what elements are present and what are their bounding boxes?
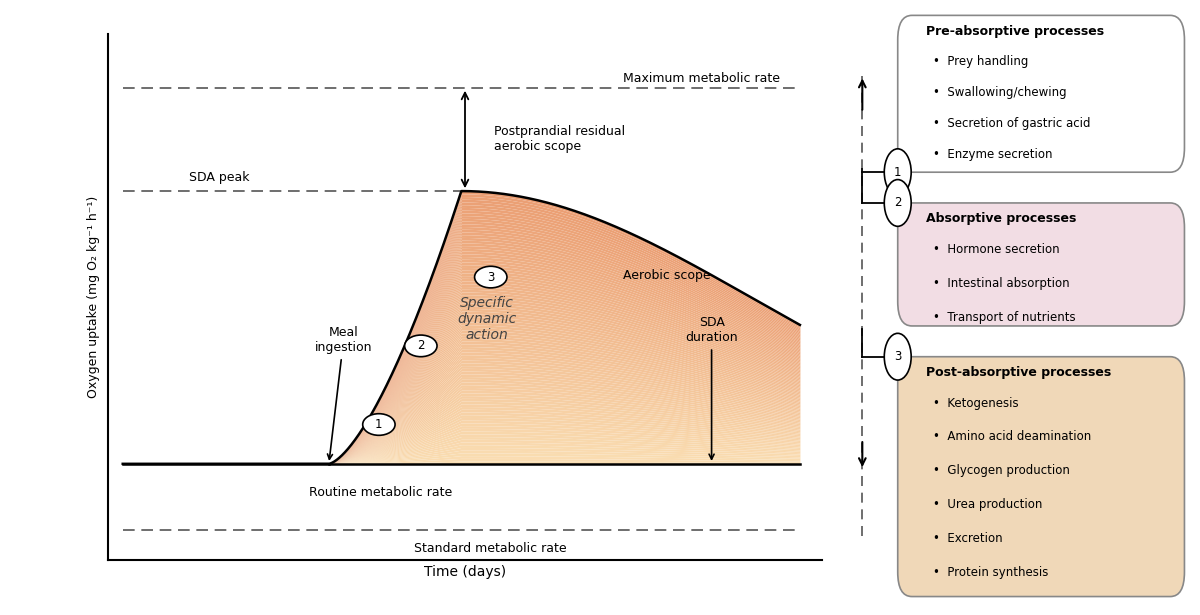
Text: 1: 1 — [894, 165, 901, 179]
Y-axis label: Oxygen uptake (mg O₂ kg⁻¹ h⁻¹): Oxygen uptake (mg O₂ kg⁻¹ h⁻¹) — [86, 196, 100, 398]
Text: •  Glycogen production: • Glycogen production — [934, 464, 1070, 477]
FancyBboxPatch shape — [898, 15, 1184, 172]
Text: Pre-absorptive processes: Pre-absorptive processes — [926, 25, 1104, 38]
Text: Meal
ingestion: Meal ingestion — [314, 326, 372, 459]
Text: Routine metabolic rate: Routine metabolic rate — [308, 486, 452, 499]
Circle shape — [474, 266, 506, 288]
Text: SDA peak: SDA peak — [188, 171, 250, 184]
Text: •  Intestinal absorption: • Intestinal absorption — [934, 277, 1069, 290]
Text: 2: 2 — [418, 339, 425, 352]
Text: •  Ketogenesis: • Ketogenesis — [934, 397, 1019, 410]
Text: •  Urea production: • Urea production — [934, 498, 1043, 511]
Text: •  Hormone secretion: • Hormone secretion — [934, 243, 1060, 256]
Circle shape — [884, 149, 911, 196]
Text: Standard metabolic rate: Standard metabolic rate — [414, 542, 568, 555]
Text: 1: 1 — [376, 418, 383, 431]
Text: •  Excretion: • Excretion — [934, 532, 1003, 545]
Circle shape — [404, 335, 437, 357]
FancyBboxPatch shape — [898, 357, 1184, 597]
X-axis label: Time (days): Time (days) — [424, 565, 506, 579]
Text: •  Transport of nutrients: • Transport of nutrients — [934, 311, 1075, 323]
Circle shape — [362, 414, 395, 435]
Text: 3: 3 — [894, 350, 901, 363]
FancyBboxPatch shape — [898, 203, 1184, 326]
Text: Postprandial residual
aerobic scope: Postprandial residual aerobic scope — [494, 125, 625, 154]
Text: Maximum metabolic rate: Maximum metabolic rate — [623, 73, 780, 85]
Text: •  Secretion of gastric acid: • Secretion of gastric acid — [934, 117, 1091, 130]
Circle shape — [884, 333, 911, 380]
Text: •  Swallowing/chewing: • Swallowing/chewing — [934, 86, 1067, 99]
Text: •  Prey handling: • Prey handling — [934, 55, 1028, 68]
Text: •  Enzyme secretion: • Enzyme secretion — [934, 148, 1052, 161]
Text: Absorptive processes: Absorptive processes — [926, 212, 1076, 225]
Text: 2: 2 — [894, 196, 901, 210]
Text: Specific
dynamic
action: Specific dynamic action — [457, 296, 517, 342]
Text: Aerobic scope: Aerobic scope — [623, 269, 710, 282]
Circle shape — [884, 180, 911, 226]
Text: Post-absorptive processes: Post-absorptive processes — [926, 366, 1111, 379]
Text: •  Amino acid deamination: • Amino acid deamination — [934, 430, 1091, 443]
Text: SDA
duration: SDA duration — [685, 316, 738, 459]
Text: 3: 3 — [487, 271, 494, 284]
Text: •  Protein synthesis: • Protein synthesis — [934, 566, 1049, 579]
